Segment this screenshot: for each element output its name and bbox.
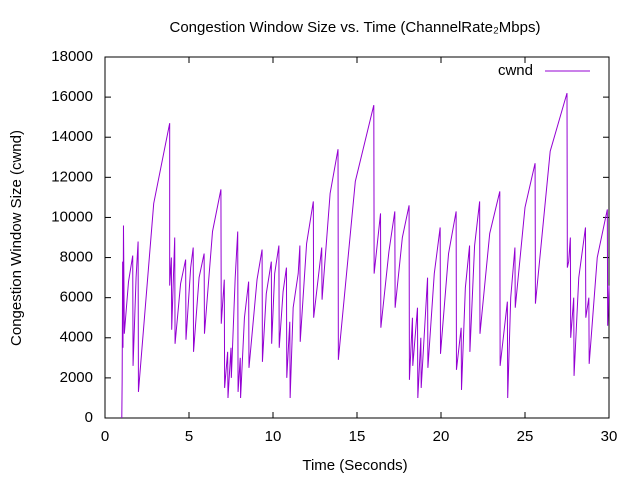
y-axis-label: Congestion Window Size (cwnd) (8, 130, 25, 346)
y-tick-label: 2000 (60, 369, 93, 386)
y-tick-label: 10000 (51, 208, 93, 225)
legend-label: cwnd (498, 62, 533, 79)
y-tick-label: 8000 (60, 249, 93, 266)
x-axis-label: Time (Seconds) (302, 457, 407, 474)
x-tick-label: 25 (517, 428, 534, 445)
y-tick-label: 6000 (60, 289, 93, 306)
x-tick-label: 20 (433, 428, 450, 445)
series-line (121, 92, 610, 419)
y-tick-label: 12000 (51, 168, 93, 185)
y-tick-label: 4000 (60, 329, 93, 346)
y-tick-label: 18000 (51, 48, 93, 65)
y-tick-label: 16000 (51, 88, 93, 105)
x-tick-label: 0 (101, 428, 109, 445)
x-tick-label: 10 (265, 428, 282, 445)
x-tick-label: 30 (601, 428, 618, 445)
x-tick-label: 5 (185, 428, 193, 445)
y-tick-label: 14000 (51, 128, 93, 145)
chart-title: Congestion Window Size vs. Time (Channel… (170, 19, 541, 36)
y-tick-label: 0 (85, 409, 93, 426)
x-tick-label: 15 (349, 428, 366, 445)
